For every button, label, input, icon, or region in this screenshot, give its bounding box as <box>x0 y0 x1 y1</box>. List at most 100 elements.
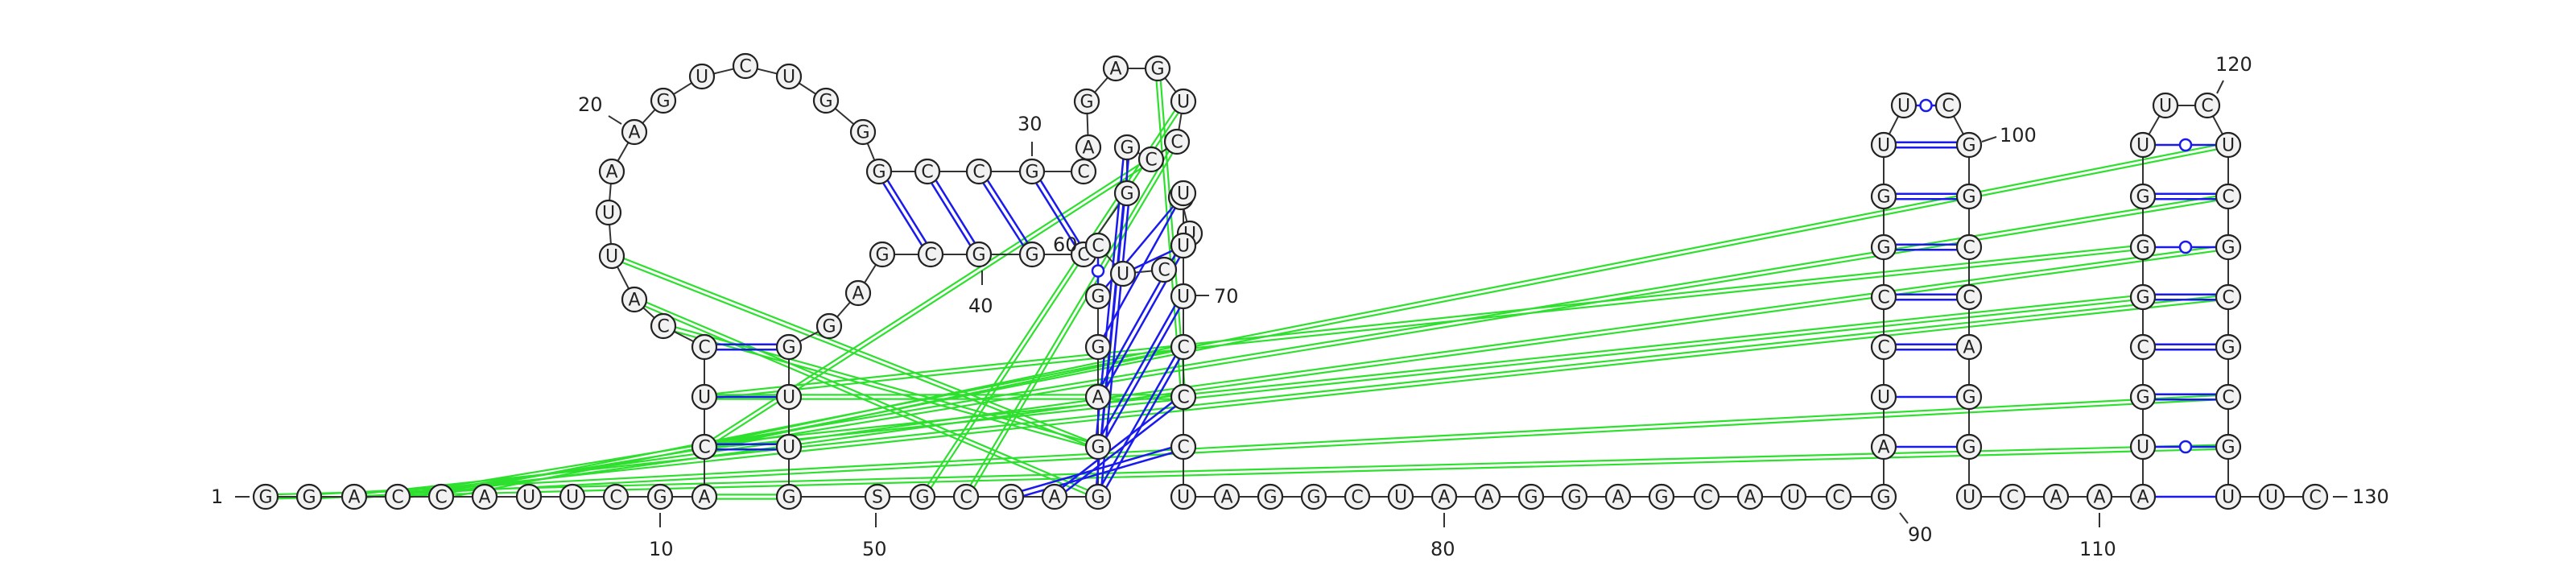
nucleotide-circle <box>2215 233 2242 261</box>
nucleotide-33: G <box>1073 88 1100 115</box>
nucleotide-circle <box>2042 483 2070 510</box>
nucleotide-base: G <box>915 488 929 508</box>
nucleotide-base: G <box>872 163 886 183</box>
nucleotide-base: C <box>921 163 933 183</box>
nucleotide-base: C <box>391 488 403 508</box>
nucleotide-base: G <box>1025 246 1038 266</box>
nucleotide-112: U <box>2129 433 2157 461</box>
nucleotide-71: C <box>1170 333 1197 361</box>
nucleotide-base: G <box>782 488 795 508</box>
nucleotide-52: S <box>864 483 891 510</box>
nucleotide-circle <box>1084 483 1112 510</box>
nucleotide-circle <box>1084 433 1112 461</box>
nucleotide-88: U <box>1780 483 1807 510</box>
nucleotide-circle <box>559 483 586 510</box>
nucleotide-58: G <box>1084 433 1112 461</box>
base-pair-line <box>1105 308 1181 439</box>
nucleotide-base: U <box>1787 488 1800 508</box>
nucleotide-53: G <box>909 483 936 510</box>
nucleotide-circle <box>650 312 677 340</box>
nucleotide-circle <box>2215 283 2242 311</box>
nucleotide-13: U <box>691 383 718 411</box>
nucleotide-55: G <box>997 483 1025 510</box>
nucleotide-base: U <box>2222 136 2235 156</box>
nucleotide-circle <box>2129 233 2157 261</box>
nucleotide-circle <box>1870 383 1897 411</box>
nucleotide-circle <box>598 242 625 270</box>
nucleotide-circle <box>252 483 279 510</box>
nucleotide-base: C <box>972 163 985 183</box>
nucleotide-base: A <box>2093 488 2105 508</box>
nucleotide-circle <box>775 483 803 510</box>
nucleotide-circle <box>914 158 941 185</box>
nucleotide-5: C <box>427 483 455 510</box>
nucleotide-75: A <box>1213 483 1241 510</box>
nucleotide-72: C <box>1170 383 1197 411</box>
nucleotide-9: C <box>602 483 630 510</box>
nucleotide-base: A <box>1048 488 1060 508</box>
nucleotide-circle <box>1213 483 1241 510</box>
nucleotide-64: C <box>1150 256 1178 283</box>
nucleotide-base: A <box>698 488 710 508</box>
nucleotide-base: C <box>435 488 447 508</box>
nucleotide-base: C <box>2222 288 2234 308</box>
nucleotide-86: C <box>1693 483 1720 510</box>
nucleotide-circle <box>1604 483 1632 510</box>
nucleotide-circle <box>812 87 840 114</box>
nucleotide-circle <box>1648 483 1675 510</box>
nucleotide-circle <box>2086 483 2113 510</box>
nucleotide-circle <box>2215 433 2242 461</box>
base-pair-line <box>1100 304 1176 436</box>
nucleotide-base: U <box>1963 488 1975 508</box>
base-pair-line <box>882 182 923 246</box>
nucleotide-base: A <box>1963 338 1975 358</box>
nucleotide-base: U <box>782 388 795 408</box>
nucleotide-base: C <box>1158 261 1170 281</box>
label-10: 10 <box>649 538 674 560</box>
nucleotide-base: G <box>1962 188 1975 208</box>
pseudoknot-line <box>967 142 1180 498</box>
pseudoknot-line <box>309 398 2229 500</box>
nucleotide-circle <box>595 199 622 226</box>
nucleotide-circle <box>997 483 1025 510</box>
nucleotide-63: U <box>1109 260 1137 287</box>
nucleotide-circle <box>775 333 803 361</box>
nucleotide-20: A <box>621 118 648 146</box>
nucleotide-36: U <box>1170 88 1197 115</box>
nucleotide-46: A <box>844 279 872 307</box>
nucleotide-3: A <box>341 483 368 510</box>
nucleotide-circle <box>1736 483 1764 510</box>
nucleotide-base: U <box>698 388 711 408</box>
nucleotide-74: U <box>1170 483 1197 510</box>
nucleotide-circle <box>1018 158 1046 185</box>
nucleotide-56: A <box>1041 483 1068 510</box>
nucleotide-base: G <box>1876 188 1890 208</box>
nucleotide-base: A <box>478 488 490 508</box>
nucleotide-base: C <box>1963 288 1975 308</box>
nucleotide-94: C <box>1870 283 1897 311</box>
label-1: 1 <box>211 485 223 508</box>
nucleotide-base: G <box>1654 488 1668 508</box>
nucleotide-35: G <box>1144 55 1171 82</box>
nucleotide-circle <box>1387 483 1414 510</box>
nucleotide-base: G <box>1150 60 1164 80</box>
wobble-pair-marker <box>1919 98 1933 113</box>
nucleotide-circle <box>1144 55 1171 82</box>
label-110: 110 <box>2079 538 2116 560</box>
position-labels: 1 10 20 30 40 50 60 70 80 90 100 110 120… <box>211 53 2389 560</box>
nucleotide-circle <box>1163 128 1191 155</box>
nucleotide-circle <box>650 87 677 114</box>
nucleotide-base: G <box>1091 438 1104 458</box>
nucleotide-base: C <box>1170 133 1183 153</box>
pseudoknot-line <box>441 146 2229 500</box>
nucleotide-104: A <box>1955 333 1983 361</box>
label-70: 70 <box>1214 285 1239 308</box>
nucleotide-95: G <box>1870 233 1897 261</box>
nucleotide-25: G <box>812 87 840 114</box>
nucleotide-circle <box>1693 483 1720 510</box>
nucleotide-base: A <box>2136 488 2149 508</box>
nucleotide-base: A <box>1220 488 1232 508</box>
nucleotide-circle <box>1300 483 1327 510</box>
nucleotide-70: U <box>1170 283 1197 310</box>
nucleotide-circle <box>1955 433 1983 461</box>
